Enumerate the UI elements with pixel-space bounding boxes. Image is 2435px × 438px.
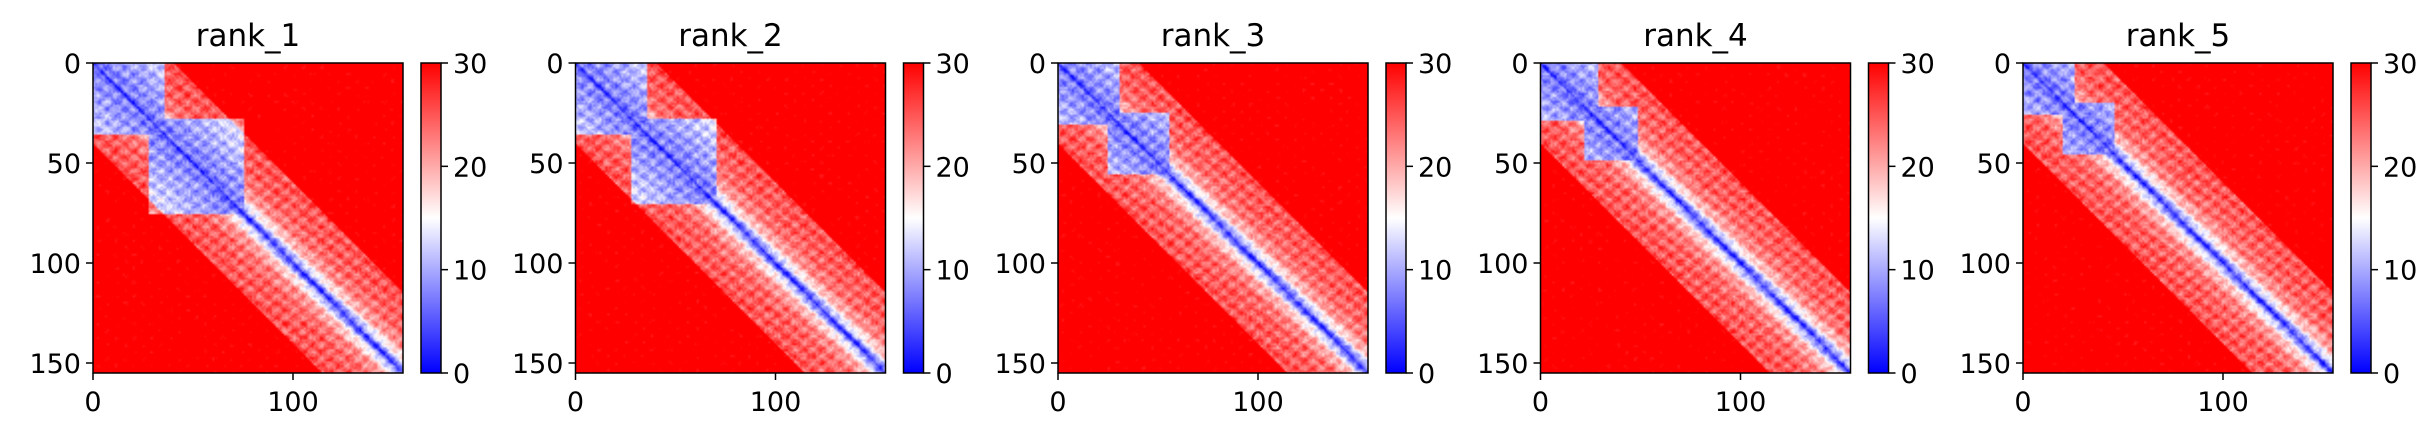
y-tick-label: 100 bbox=[1959, 249, 2011, 280]
plot-frame bbox=[92, 62, 404, 374]
colorbar-tick-label: 30 bbox=[936, 49, 970, 80]
x-tick-label: 100 bbox=[1715, 387, 1767, 418]
x-tick-label: 100 bbox=[2197, 387, 2249, 418]
y-tick-label: 50 bbox=[1494, 149, 1528, 180]
plot-frame bbox=[1057, 62, 1369, 374]
colorbar bbox=[902, 62, 925, 374]
colorbar-tick-label: 20 bbox=[936, 152, 970, 183]
colorbar-tick-label: 0 bbox=[453, 359, 470, 390]
heatmap-image bbox=[93, 63, 403, 373]
plot-frame bbox=[574, 62, 887, 374]
colorbar-tick-label: 10 bbox=[1418, 256, 1452, 287]
colorbar-tick-label: 0 bbox=[936, 359, 953, 390]
subplot-title: rank_3 bbox=[1161, 18, 1266, 54]
colorbar-tick-label: 20 bbox=[453, 152, 487, 183]
heatmap-image bbox=[2023, 63, 2333, 373]
y-tick-label: 100 bbox=[1477, 249, 1529, 280]
subplot-title: rank_2 bbox=[678, 18, 783, 54]
colorbar-tick-label: 10 bbox=[1901, 256, 1935, 287]
subplot-title: rank_4 bbox=[1643, 18, 1748, 54]
y-tick-label: 50 bbox=[47, 149, 81, 180]
colorbar bbox=[420, 62, 442, 374]
plot-frame bbox=[2022, 62, 2334, 374]
colorbar-tick-label: 0 bbox=[1418, 359, 1435, 390]
heatmap-image bbox=[575, 63, 886, 373]
colorbar-tick-label: 30 bbox=[1418, 49, 1452, 80]
colorbar-tick-label: 10 bbox=[2383, 256, 2417, 287]
y-tick-label: 0 bbox=[1029, 49, 1046, 80]
plot-frame bbox=[1539, 62, 1852, 374]
colorbar-tick-label: 20 bbox=[1418, 152, 1452, 183]
x-tick-label: 100 bbox=[1232, 387, 1284, 418]
y-tick-label: 100 bbox=[994, 249, 1046, 280]
colorbar-tick-label: 10 bbox=[936, 256, 970, 287]
colorbar-tick-label: 10 bbox=[453, 256, 487, 287]
colorbar-tick-label: 0 bbox=[2383, 359, 2400, 390]
y-tick-label: 150 bbox=[1477, 349, 1529, 380]
x-tick-label: 0 bbox=[1532, 387, 1549, 418]
y-tick-label: 0 bbox=[64, 49, 81, 80]
colorbar bbox=[1867, 62, 1890, 374]
colorbar bbox=[2350, 62, 2372, 374]
subplot-title: rank_5 bbox=[2126, 18, 2231, 54]
y-tick-label: 50 bbox=[1977, 149, 2011, 180]
y-tick-label: 150 bbox=[29, 349, 81, 380]
y-tick-label: 50 bbox=[1012, 149, 1046, 180]
x-tick-label: 100 bbox=[267, 387, 319, 418]
x-tick-label: 0 bbox=[1049, 387, 1066, 418]
y-tick-label: 0 bbox=[546, 49, 563, 80]
colorbar-tick-label: 20 bbox=[1901, 152, 1935, 183]
colorbar-tick-label: 0 bbox=[1901, 359, 1918, 390]
y-tick-label: 100 bbox=[29, 249, 81, 280]
y-tick-label: 50 bbox=[529, 149, 563, 180]
subplot-title: rank_1 bbox=[196, 18, 301, 54]
x-tick-label: 100 bbox=[750, 387, 802, 418]
colorbar-tick-label: 20 bbox=[2383, 152, 2417, 183]
heatmap-image bbox=[1058, 63, 1368, 373]
y-tick-label: 150 bbox=[994, 349, 1046, 380]
x-tick-label: 0 bbox=[84, 387, 101, 418]
y-tick-label: 150 bbox=[512, 349, 564, 380]
y-tick-label: 0 bbox=[1994, 49, 2011, 80]
y-tick-label: 100 bbox=[512, 249, 564, 280]
heatmap-image bbox=[1540, 63, 1851, 373]
colorbar bbox=[1385, 62, 1407, 374]
y-tick-label: 150 bbox=[1959, 349, 2011, 380]
colorbar-tick-label: 30 bbox=[453, 49, 487, 80]
colorbar-tick-label: 30 bbox=[2383, 49, 2417, 80]
x-tick-label: 0 bbox=[2014, 387, 2031, 418]
colorbar-tick-label: 30 bbox=[1901, 49, 1935, 80]
y-tick-label: 0 bbox=[1511, 49, 1528, 80]
x-tick-label: 0 bbox=[567, 387, 584, 418]
